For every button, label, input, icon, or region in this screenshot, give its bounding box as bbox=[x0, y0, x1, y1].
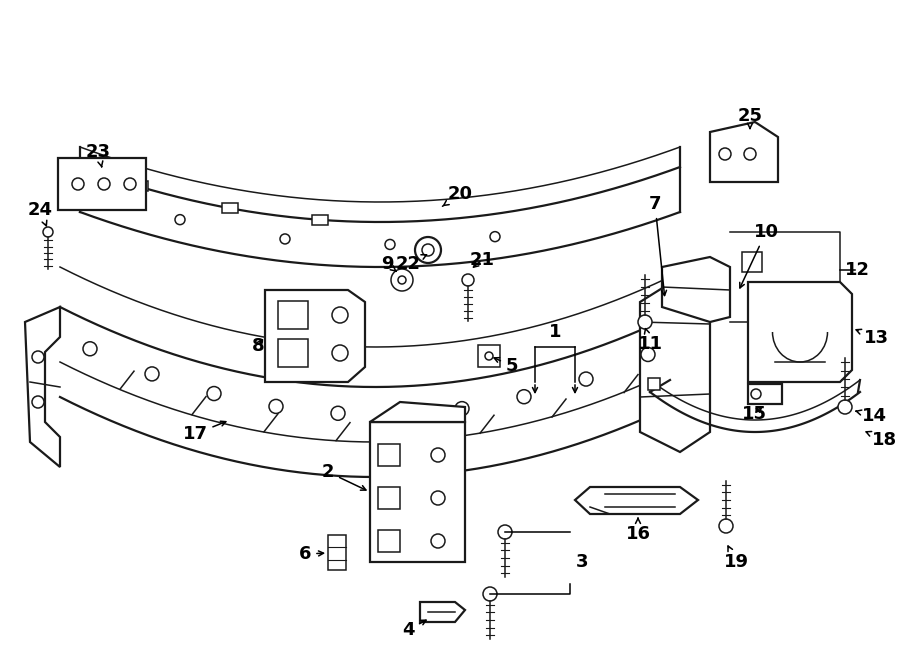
Circle shape bbox=[498, 525, 512, 539]
Circle shape bbox=[838, 400, 852, 414]
Bar bbox=[378, 530, 400, 552]
Circle shape bbox=[455, 402, 469, 416]
Circle shape bbox=[422, 244, 434, 256]
Text: 2: 2 bbox=[322, 463, 366, 490]
Text: 1: 1 bbox=[549, 323, 562, 341]
Circle shape bbox=[124, 178, 136, 190]
Circle shape bbox=[331, 406, 345, 420]
Polygon shape bbox=[60, 267, 690, 477]
Text: 5: 5 bbox=[494, 357, 518, 375]
Text: 8: 8 bbox=[252, 337, 265, 355]
Polygon shape bbox=[748, 384, 782, 404]
Bar bbox=[648, 378, 660, 390]
Circle shape bbox=[579, 372, 593, 386]
Text: 13: 13 bbox=[856, 329, 888, 347]
Polygon shape bbox=[575, 487, 698, 514]
Polygon shape bbox=[748, 282, 852, 382]
Polygon shape bbox=[80, 147, 680, 267]
Circle shape bbox=[145, 367, 159, 381]
Circle shape bbox=[398, 276, 406, 284]
Text: 4: 4 bbox=[401, 620, 426, 639]
Circle shape bbox=[415, 237, 441, 263]
Bar bbox=[222, 203, 238, 213]
Circle shape bbox=[490, 232, 500, 242]
Circle shape bbox=[719, 519, 733, 533]
Bar bbox=[742, 252, 762, 272]
Text: 23: 23 bbox=[86, 143, 111, 167]
Bar bbox=[378, 487, 400, 509]
Circle shape bbox=[175, 214, 185, 224]
Circle shape bbox=[72, 178, 84, 190]
Text: 22: 22 bbox=[395, 255, 427, 273]
Circle shape bbox=[483, 587, 497, 601]
Circle shape bbox=[638, 315, 652, 329]
Bar bbox=[378, 444, 400, 466]
Text: 6: 6 bbox=[299, 545, 323, 563]
Polygon shape bbox=[640, 277, 710, 452]
Circle shape bbox=[269, 399, 283, 414]
Circle shape bbox=[751, 389, 761, 399]
Text: 17: 17 bbox=[183, 421, 226, 443]
Polygon shape bbox=[265, 290, 365, 382]
Bar bbox=[370, 422, 465, 562]
Circle shape bbox=[431, 491, 445, 505]
Bar bbox=[312, 214, 328, 224]
Polygon shape bbox=[370, 402, 465, 422]
Bar bbox=[278, 301, 308, 329]
Bar bbox=[132, 181, 148, 191]
Text: 21: 21 bbox=[470, 251, 494, 269]
Text: 10: 10 bbox=[740, 223, 778, 288]
Circle shape bbox=[431, 534, 445, 548]
Circle shape bbox=[719, 148, 731, 160]
Text: 20: 20 bbox=[443, 185, 473, 207]
Circle shape bbox=[332, 307, 348, 323]
Text: 16: 16 bbox=[626, 518, 651, 543]
Bar bbox=[478, 345, 500, 367]
Circle shape bbox=[385, 240, 395, 250]
Circle shape bbox=[462, 274, 474, 286]
Circle shape bbox=[332, 345, 348, 361]
Text: 15: 15 bbox=[742, 405, 767, 423]
Text: 14: 14 bbox=[856, 407, 886, 425]
Text: 18: 18 bbox=[866, 431, 897, 449]
Bar bbox=[58, 158, 146, 210]
Circle shape bbox=[393, 407, 407, 421]
Circle shape bbox=[485, 352, 493, 360]
Text: 9: 9 bbox=[381, 255, 396, 273]
Circle shape bbox=[431, 448, 445, 462]
Text: 12: 12 bbox=[845, 261, 870, 279]
Text: 7: 7 bbox=[649, 195, 667, 295]
Bar bbox=[328, 535, 346, 570]
Circle shape bbox=[43, 227, 53, 237]
Text: 25: 25 bbox=[737, 107, 762, 128]
Text: 11: 11 bbox=[637, 328, 662, 353]
Circle shape bbox=[744, 148, 756, 160]
Polygon shape bbox=[662, 257, 730, 322]
Circle shape bbox=[641, 348, 655, 361]
Polygon shape bbox=[25, 307, 60, 467]
Circle shape bbox=[32, 351, 44, 363]
Circle shape bbox=[83, 342, 97, 355]
Polygon shape bbox=[710, 122, 778, 182]
Circle shape bbox=[280, 234, 290, 244]
Circle shape bbox=[391, 269, 413, 291]
Circle shape bbox=[32, 396, 44, 408]
Circle shape bbox=[207, 387, 221, 401]
Text: 19: 19 bbox=[724, 546, 749, 571]
Polygon shape bbox=[420, 602, 465, 622]
Bar bbox=[278, 339, 308, 367]
Circle shape bbox=[517, 390, 531, 404]
Text: 24: 24 bbox=[28, 201, 52, 226]
Circle shape bbox=[98, 178, 110, 190]
Text: 3: 3 bbox=[576, 553, 589, 571]
